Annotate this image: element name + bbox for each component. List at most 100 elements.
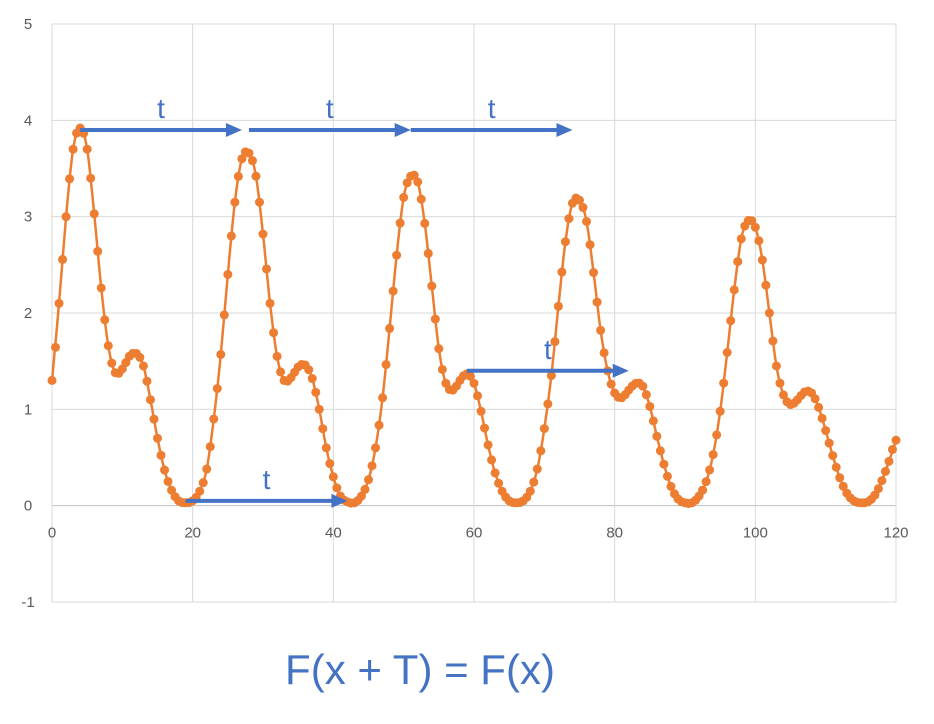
arrow-head [556, 122, 573, 137]
data-point [226, 231, 236, 241]
data-point [873, 484, 883, 494]
data-point [838, 481, 848, 491]
grid [51, 23, 897, 603]
data-point [828, 451, 838, 461]
data-point [254, 197, 264, 207]
data-point [705, 465, 715, 475]
data-point [476, 406, 486, 416]
data-point [564, 214, 574, 224]
data-point [473, 391, 483, 401]
data-point [715, 406, 725, 416]
data-point [251, 171, 261, 181]
data-point [821, 426, 831, 436]
data-point [814, 402, 824, 412]
data-point [532, 464, 542, 474]
data-point [212, 384, 222, 394]
data-point [103, 341, 113, 351]
data-point [219, 310, 229, 320]
x-tick-label: 80 [606, 525, 623, 542]
y-tick-label: -1 [21, 594, 34, 611]
data-point [325, 459, 335, 469]
data-point [775, 378, 785, 388]
data-point [729, 285, 739, 295]
tick-labels: 5 4 3 2 1 0 -1 0 20 40 60 80 100 120 [21, 16, 908, 611]
x-tick-label: 60 [466, 525, 483, 542]
data-point [589, 268, 599, 278]
data-point [93, 246, 103, 256]
data-point [582, 216, 592, 226]
data-point [258, 229, 268, 239]
data-point [262, 264, 272, 274]
data-point [230, 197, 240, 207]
data-point [378, 393, 388, 403]
data-point [722, 347, 732, 357]
data-point [160, 465, 170, 475]
data-point [392, 250, 402, 260]
data-point [465, 371, 475, 381]
data-point [655, 446, 665, 456]
data-point [599, 348, 609, 358]
period-label: t [263, 464, 271, 495]
data-point [490, 468, 500, 478]
data-point [311, 387, 321, 397]
period-label: t [488, 93, 496, 124]
data-point [817, 413, 827, 423]
y-tick-label: 1 [24, 401, 32, 418]
data-point [304, 365, 314, 375]
data-point [733, 257, 743, 267]
data-point [884, 456, 894, 466]
data-point [145, 395, 155, 405]
data-point [437, 364, 447, 374]
data-point [585, 240, 595, 250]
data-point [68, 144, 78, 154]
data-point [427, 281, 437, 291]
data-point [553, 301, 563, 311]
data-point [142, 376, 152, 386]
data-point [100, 315, 110, 325]
data-point [138, 361, 148, 371]
data-point [666, 481, 676, 491]
data-point [831, 462, 841, 472]
data-point [371, 443, 381, 453]
data-point [877, 476, 887, 486]
data-point [824, 438, 834, 448]
data-point [107, 358, 117, 368]
data-point [835, 473, 845, 483]
data-point [761, 280, 771, 290]
data-point [205, 442, 215, 452]
data-point [318, 424, 328, 434]
x-tick-label: 100 [743, 525, 768, 542]
data-point [575, 195, 584, 205]
data-point [328, 472, 338, 482]
data-point [413, 177, 423, 187]
data-point [420, 218, 430, 228]
data-point [163, 476, 173, 486]
data-point [754, 236, 764, 246]
data-point [54, 298, 64, 308]
data-point [416, 194, 426, 204]
arrow-head [612, 363, 629, 378]
x-tick-label: 0 [48, 525, 56, 542]
data-point [82, 144, 92, 154]
data-point [269, 328, 279, 338]
data-point [487, 455, 497, 465]
data-point [596, 325, 606, 335]
data-point [771, 361, 781, 371]
data-point [480, 423, 490, 433]
period-label: t [326, 93, 334, 124]
data-point [494, 478, 504, 488]
data-point [543, 399, 553, 409]
data-point [726, 316, 736, 326]
data-point [662, 471, 672, 481]
period-label: t [544, 334, 552, 365]
data-point [546, 371, 556, 381]
data-point [360, 484, 370, 494]
data-point [209, 414, 219, 424]
data-point [233, 171, 243, 181]
data-point [578, 203, 588, 213]
x-tick-label: 20 [184, 525, 201, 542]
data-point [149, 414, 159, 424]
data-point [356, 491, 366, 501]
data-point [86, 173, 96, 183]
data-point [61, 212, 71, 222]
